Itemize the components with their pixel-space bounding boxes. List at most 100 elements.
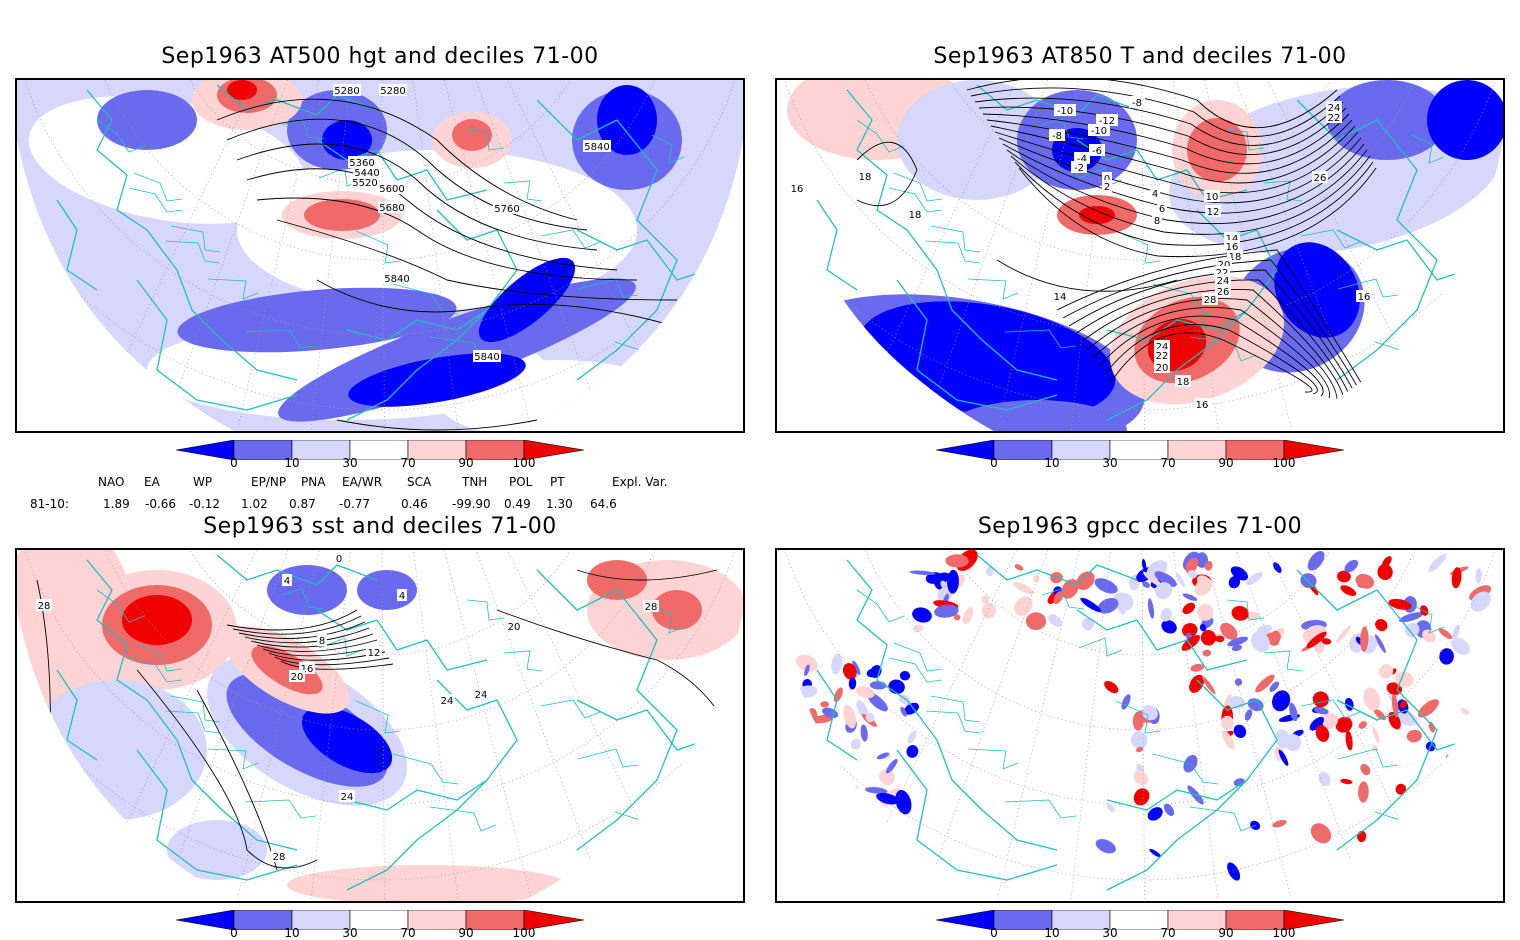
parallel-line (777, 80, 1503, 336)
index-value: 0.46 (401, 497, 428, 511)
colorbar-tick-label: 0 (230, 926, 238, 940)
index-header: WP (193, 475, 213, 489)
map-t850: -10 -8 -10 -12 -8 -6 -4 -2 0 2 4 6 8 10 12 14 16 18 20 22 24… (775, 78, 1505, 433)
strong-positive-anomaly (1231, 605, 1249, 621)
contour-label: 8 (317, 634, 327, 647)
coastline (1336, 699, 1468, 751)
negative-anomaly (1415, 835, 1432, 847)
strong-positive-anomaly (1375, 618, 1388, 632)
contour-label-text: 20 (291, 672, 304, 683)
coastline (896, 749, 1058, 881)
strong-positive-anomaly (1189, 674, 1205, 693)
colorbar-tick-label: 100 (1272, 456, 1296, 470)
contour-label-text: 8 (319, 636, 325, 647)
contour-label-bg (1326, 111, 1342, 123)
contour-label-text: 0 (1104, 174, 1110, 185)
contour-label: 5520 (351, 176, 379, 189)
country-border (930, 225, 981, 253)
coastline (216, 84, 378, 116)
strong-positive-anomaly (1388, 598, 1412, 610)
country-border (651, 604, 685, 634)
contour-label: -8 (1129, 96, 1145, 109)
positive-anomaly (912, 624, 924, 633)
country-border (893, 172, 943, 202)
contour-line (316, 279, 718, 341)
meridian-line (138, 80, 381, 431)
contour-label-text: 18 (1229, 252, 1242, 263)
contour-label-bg (1129, 96, 1145, 108)
positive-anomaly (1076, 571, 1095, 590)
country-border (281, 118, 325, 140)
contour-line (256, 639, 378, 652)
country-border (1337, 748, 1399, 768)
coastline (1336, 229, 1468, 281)
positive-anomaly (981, 595, 989, 604)
contour-label: 0 (1102, 172, 1112, 185)
contour-label-bg (1215, 285, 1231, 297)
coastline (216, 554, 378, 586)
contour-line (226, 609, 358, 631)
swatch-0-10 (993, 439, 1053, 461)
colorbar-tick-label: 100 (1272, 926, 1296, 940)
contour-label: -12 (1096, 114, 1118, 127)
strong-negative-anomaly (1278, 749, 1289, 766)
contour-label-bg (1089, 144, 1105, 156)
country-border (503, 650, 543, 672)
negative-anomaly (1344, 559, 1359, 573)
strong-negative-anomaly (1228, 576, 1241, 589)
contour-label: 28 (1202, 293, 1218, 306)
negative-anomaly (900, 706, 907, 717)
country-border (96, 589, 145, 623)
negative-anomaly (985, 566, 994, 577)
contour-line (276, 219, 678, 301)
positive-anomaly (652, 590, 702, 630)
contour-label: 16 (789, 182, 805, 195)
contour-label-text: -2 (1074, 163, 1084, 174)
strong-positive-anomaly (1340, 778, 1353, 785)
meridian-line (898, 550, 1141, 901)
negative-anomaly (1451, 637, 1470, 655)
strong-positive-anomaly (1451, 567, 1462, 589)
contour-label-text: 20 (508, 622, 521, 633)
country-border (165, 240, 221, 264)
contour-label: 22 (1154, 349, 1170, 362)
coastline (846, 559, 1058, 851)
positive-anomaly (1314, 641, 1325, 654)
swatch-0-10-arrow (175, 439, 235, 461)
contour-line (970, 87, 1341, 137)
contour-label-text: 5760 (494, 204, 519, 215)
contour-label: 18 (1175, 375, 1191, 388)
contour-label-text: -4 (1077, 154, 1087, 165)
negative-anomaly (860, 724, 868, 742)
swatch-0-10-arrow (175, 909, 235, 931)
positive-anomaly (820, 701, 829, 708)
contour-label: -10 (1054, 104, 1076, 117)
coastline (846, 89, 1058, 381)
colorbar-swatches (175, 439, 585, 461)
country-border (967, 748, 1019, 770)
positive-anomaly (1014, 596, 1033, 616)
contour-label: 24 (339, 790, 355, 803)
country-border (577, 278, 639, 298)
strong-negative-anomaly (866, 668, 878, 678)
strong-negative-anomaly (1230, 566, 1249, 581)
indices-table: 81-10: NAO EA WP EP/NP PNA EA/WR SCA TNH POL PT Ex… (0, 474, 700, 514)
negative-anomaly (1327, 80, 1447, 160)
strong-negative-anomaly (912, 607, 932, 623)
country-border (888, 657, 943, 683)
swatch-70-90 (1167, 439, 1227, 461)
contour-label-bg (282, 574, 292, 586)
colorbar-tick-label: 70 (1160, 456, 1176, 470)
negative-anomaly (1231, 644, 1243, 652)
index-value: 1.30 (546, 497, 573, 511)
negative-anomaly (1313, 706, 1329, 715)
swatch-100-arrow (523, 439, 585, 461)
contour-line (236, 143, 598, 251)
country-border (503, 180, 543, 202)
contour-label-text: 26 (1314, 173, 1327, 184)
meridian-line (138, 550, 381, 901)
strong-negative-anomaly (1272, 690, 1291, 712)
index-value: 1.02 (241, 497, 268, 511)
country-border (888, 187, 943, 213)
contour-label-bg (439, 694, 455, 706)
